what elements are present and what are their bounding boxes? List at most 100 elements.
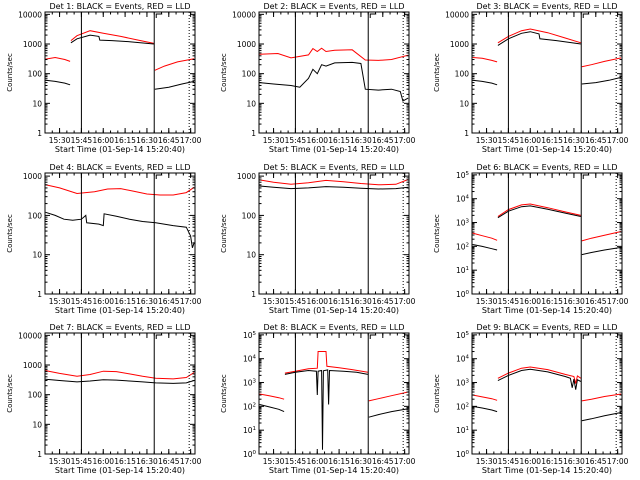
y-tick-label: 10000 <box>232 10 256 19</box>
series-events-segment-2 <box>70 34 154 45</box>
x-tick-label: 16:30 <box>136 136 158 145</box>
y-tick-label: 100 <box>456 450 470 459</box>
chart-title: Det 9: BLACK = Events, RED = LLD <box>477 323 618 332</box>
x-tick-label: 16:15 <box>328 136 350 145</box>
x-tick-label: 16:30 <box>563 297 585 306</box>
y-axis-label: Counts/sec <box>433 374 441 413</box>
x-tick-label: 16:45 <box>158 457 180 466</box>
saa-flag-icon <box>582 13 590 18</box>
x-axis-label: Start Time (01-Sep-14 15:20:40) <box>55 466 185 475</box>
series-events-segment-1 <box>259 404 285 413</box>
y-axis-label: Counts/sec <box>6 374 14 413</box>
y-tick-label: 103 <box>456 379 470 388</box>
chart-panel-2: Det 2: BLACK = Events, RED = LLD 15:30 15:… <box>220 2 416 154</box>
x-tick-label: 15:45 <box>498 457 520 466</box>
x-tick-label: 16:30 <box>136 297 158 306</box>
x-tick-label: 16:45 <box>372 457 394 466</box>
y-tick-label: 101 <box>456 426 469 435</box>
x-tick-label: 16:15 <box>541 457 563 466</box>
y-tick-label: 100 <box>28 70 43 79</box>
chart-title: Det 1: BLACK = Events, RED = LLD <box>50 2 191 11</box>
plot-frame <box>471 172 623 295</box>
series-lld-segment-3 <box>581 393 622 402</box>
x-tick-label: 16:15 <box>328 457 350 466</box>
x-tick-label: 15:45 <box>498 297 520 306</box>
x-axis-label: Start Time (01-Sep-14 15:20:40) <box>55 145 185 154</box>
series-events-segment-3 <box>581 246 622 256</box>
x-axis-label: Start Time (01-Sep-14 15:20:40) <box>269 306 399 315</box>
x-tick-label: 16:00 <box>306 297 328 306</box>
y-tick-label: 100 <box>242 211 257 220</box>
chart-title: Det 4: BLACK = Events, RED = LLD <box>50 163 191 172</box>
x-tick-label: 16:00 <box>519 297 541 306</box>
x-tick-label: 15:45 <box>71 136 93 145</box>
y-tick-label: 1000 <box>450 40 469 49</box>
y-tick-label: 1000 <box>23 172 42 181</box>
series-lld-segment-1 <box>259 179 409 186</box>
series-lld-segment-1 <box>472 57 498 63</box>
y-tick-label: 1000 <box>23 40 42 49</box>
x-tick-label: 15:30 <box>263 457 285 466</box>
plot-frame <box>258 332 410 455</box>
series-lld-segment-2 <box>284 351 368 374</box>
y-tick-label: 104 <box>243 355 257 364</box>
x-tick-label: 16:45 <box>158 297 180 306</box>
x-tick-label: 16:45 <box>372 136 394 145</box>
y-tick-label: 100 <box>455 70 470 79</box>
saa-flag-icon <box>582 174 590 179</box>
x-tick-label: 15:30 <box>49 457 71 466</box>
plot-frame <box>471 332 623 455</box>
y-tick-label: 100 <box>456 290 470 299</box>
x-tick-label: 16:15 <box>541 136 563 145</box>
x-axis-label: Start Time (01-Sep-14 15:20:40) <box>269 466 399 475</box>
x-axis-label: Start Time (01-Sep-14 15:20:40) <box>482 466 612 475</box>
x-tick-label: 15:45 <box>285 457 307 466</box>
chart-panel-3: Det 3: BLACK = Events, RED = LLD 15:30 15:… <box>433 2 629 154</box>
y-tick-label: 1 <box>37 290 42 299</box>
x-tick-label: 15:45 <box>71 297 93 306</box>
x-tick-label: 15:30 <box>49 297 71 306</box>
series-lld-segment-3 <box>154 58 195 71</box>
chart-title: Det 7: BLACK = Events, RED = LLD <box>50 323 191 332</box>
x-tick-label: 15:45 <box>498 136 520 145</box>
x-tick-label: 16:30 <box>350 457 372 466</box>
series-lld-segment-2 <box>497 366 582 384</box>
x-tick-label: 15:30 <box>476 136 498 145</box>
x-tick-label: 16:15 <box>114 136 136 145</box>
x-tick-label: 15:30 <box>263 136 285 145</box>
saa-flag-icon <box>369 174 377 179</box>
x-tick-label: 16:00 <box>519 136 541 145</box>
x-tick-label: 15:30 <box>263 297 285 306</box>
chart-panel-4: Det 4: BLACK = Events, RED = LLD 15:30 15:… <box>6 163 202 315</box>
y-axis-label: Counts/sec <box>6 214 14 253</box>
series-events-segment-3 <box>154 80 195 90</box>
series-lld-segment-1 <box>259 393 285 400</box>
chart-panel-8: Det 8: BLACK = Events, RED = LLD 15:30 15:… <box>220 323 416 475</box>
y-tick-label: 10 <box>32 420 42 429</box>
y-tick-label: 100 <box>243 450 257 459</box>
y-tick-label: 1 <box>464 129 469 138</box>
y-axis-label: Counts/sec <box>433 53 441 92</box>
x-tick-label: 15:30 <box>476 457 498 466</box>
x-tick-label: 16:00 <box>306 136 328 145</box>
y-axis-label: Counts/sec <box>433 214 441 253</box>
x-tick-label: 16:45 <box>585 297 607 306</box>
x-tick-label: 16:15 <box>541 297 563 306</box>
x-tick-label: 16:45 <box>372 297 394 306</box>
y-tick-label: 1 <box>37 129 42 138</box>
y-tick-label: 101 <box>456 266 469 275</box>
x-tick-label: 17:00 <box>180 136 202 145</box>
x-tick-label: 17:00 <box>394 297 416 306</box>
plot-frame <box>44 11 196 134</box>
x-tick-label: 17:00 <box>394 136 416 145</box>
y-axis-label: Counts/sec <box>220 374 228 413</box>
x-axis-label: Start Time (01-Sep-14 15:20:40) <box>482 306 612 315</box>
series-lld-segment-1 <box>45 56 71 62</box>
y-tick-label: 1000 <box>23 361 42 370</box>
x-tick-label: 15:30 <box>476 297 498 306</box>
series-events-segment-2 <box>497 205 582 219</box>
y-tick-label: 10 <box>32 251 42 260</box>
plot-frame <box>44 332 196 455</box>
y-tick-label: 1 <box>251 129 256 138</box>
